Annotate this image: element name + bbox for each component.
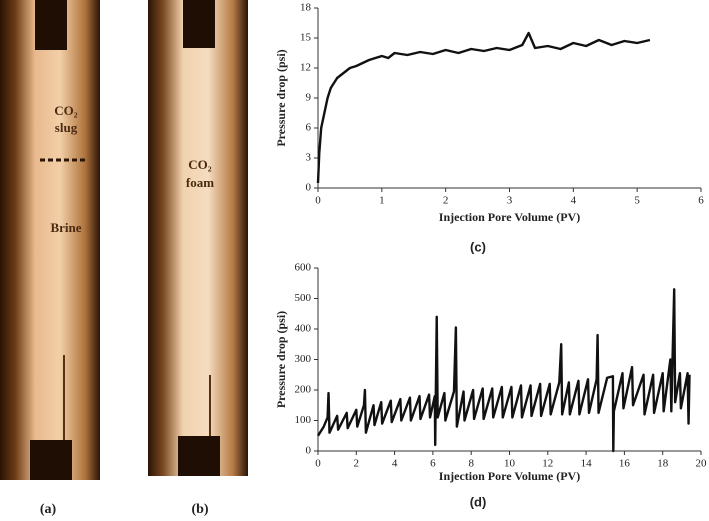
y-tick-label: 500 (295, 292, 312, 304)
x-axis-title: Injection Pore Volume (PV) (439, 469, 580, 483)
data-line (316, 31, 651, 184)
chart: 0 100 200 300 400 500 600 0 2 4 6 8 10 12 14 16 18 20 Inje… (274, 262, 707, 510)
x-tick-label: 2 (443, 195, 449, 207)
y-tick-label: 600 (295, 262, 312, 274)
y-tick-label: 300 (295, 353, 312, 365)
x-tick-label: 4 (392, 458, 398, 470)
photo-label: CO₂ (54, 103, 78, 118)
x-tick-label: 20 (696, 458, 708, 470)
y-tick-label: 0 (306, 182, 312, 194)
tube (0, 0, 100, 480)
photo-b: CO₂ foam (b) (148, 0, 248, 517)
x-tick-label: 14 (581, 458, 593, 470)
y-tick-label: 12 (300, 62, 311, 74)
cap-bottom (30, 440, 72, 480)
y-tick-label: 200 (295, 384, 312, 396)
photo-a: CO₂ slug Brine (a) (0, 0, 100, 517)
x-tick-label: 6 (698, 195, 704, 207)
x-tick-label: 0 (315, 458, 321, 470)
y-tick-label: 6 (306, 122, 312, 134)
photo-label: Brine (50, 220, 81, 235)
y-tick-label: 0 (306, 445, 312, 457)
y-tick-label: 15 (300, 32, 312, 44)
x-tick-label: 10 (504, 458, 516, 470)
y-tick-label: 100 (295, 414, 312, 426)
cap-bottom (178, 436, 220, 476)
y-tick-label: 18 (300, 2, 312, 14)
y-axis-title: Pressure drop (psi) (274, 311, 288, 408)
x-tick-label: 5 (634, 195, 640, 207)
x-axis-title: Injection Pore Volume (PV) (439, 210, 580, 224)
photo-caption: (a) (40, 502, 57, 517)
cap-top (183, 0, 215, 48)
y-tick-label: 3 (306, 152, 312, 164)
y-axis-title: Pressure drop (psi) (274, 49, 288, 146)
photo-label: foam (186, 175, 214, 190)
x-tick-label: 4 (571, 195, 577, 207)
chart-caption: (d) (470, 494, 487, 509)
chart-caption: (c) (470, 239, 486, 254)
x-tick-label: 2 (354, 458, 360, 470)
x-tick-label: 3 (507, 195, 513, 207)
y-tick-label: 9 (306, 92, 312, 104)
tube (148, 0, 248, 476)
photo-label: CO₂ (188, 157, 212, 172)
photo-caption: (b) (191, 502, 208, 517)
cap-top (35, 0, 67, 50)
photo-label: slug (55, 120, 78, 135)
x-tick-label: 12 (542, 458, 553, 470)
x-tick-label: 0 (315, 195, 321, 207)
x-tick-label: 8 (468, 458, 474, 470)
y-tick-label: 400 (295, 323, 312, 335)
x-tick-label: 16 (619, 458, 631, 470)
x-tick-label: 1 (379, 195, 385, 207)
x-tick-label: 6 (430, 458, 436, 470)
data-line (316, 288, 691, 453)
x-tick-label: 18 (657, 458, 669, 470)
